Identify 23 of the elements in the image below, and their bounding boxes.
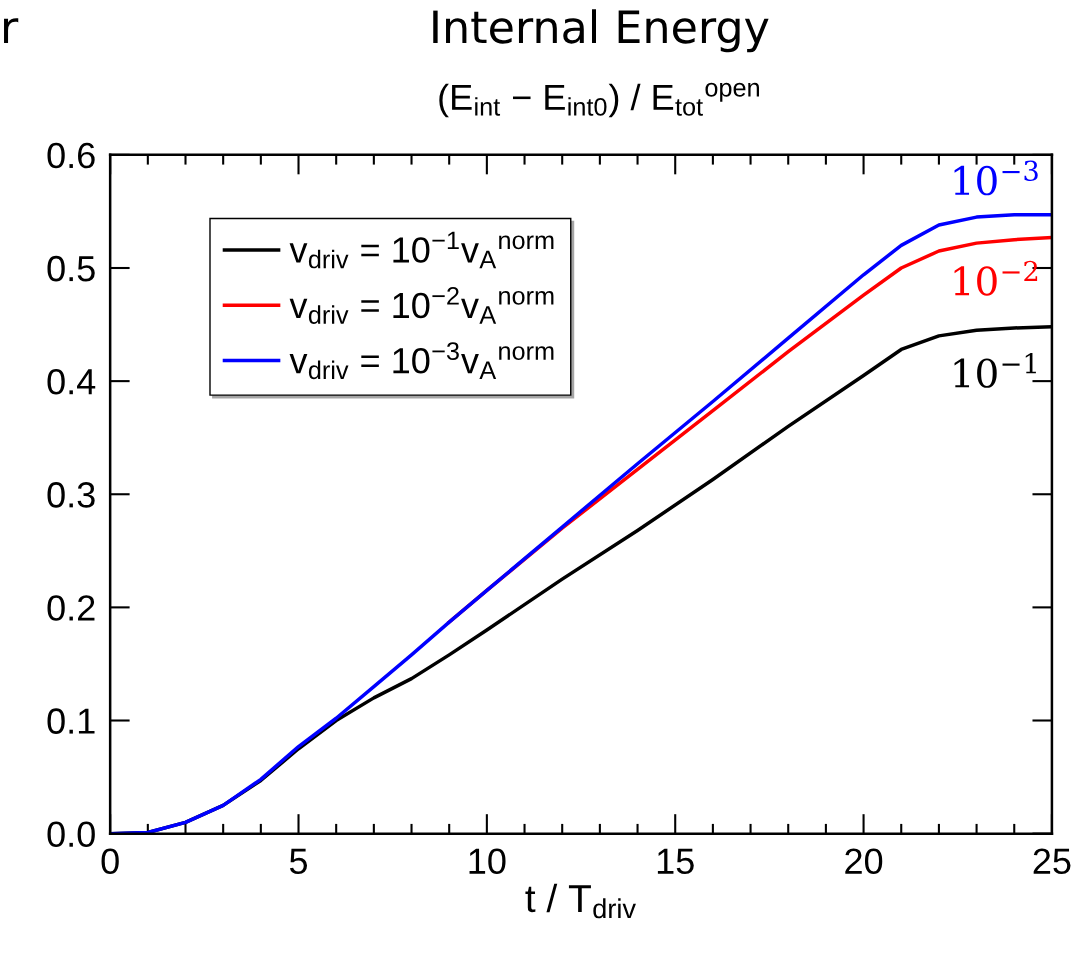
x-tick-label: 0 [101, 848, 119, 875]
x-tick-label: 5 [289, 848, 308, 875]
y-tick-label: 0.5 [47, 255, 95, 282]
x-tick-label: 25 [1033, 848, 1071, 875]
chart-title: Internal Energy [433, 9, 769, 53]
y-tick-label: 0.3 [47, 482, 95, 508]
x-axis-title: t / T$_{driv}$ [525, 883, 636, 919]
x-tick-label: 20 [845, 848, 883, 875]
text: r [4, 18, 19, 44]
y-tick-label: 0.6 [47, 142, 95, 169]
y-tick-label: 0.2 [47, 595, 95, 621]
legend-label: v$_{driv}$ = 10$^{−3}$v$_{A}$$^{norm}$ [289, 342, 554, 380]
annotation: 10$^{−3}$ [954, 160, 1038, 196]
y-tick-label: 0.0 [47, 821, 95, 848]
x-tick-label: 15 [657, 848, 694, 875]
legend-label: v$_{driv}$ = 10$^{−2}$v$_{A}$$^{norm}$ [289, 286, 554, 324]
x-tick-label: 10 [469, 848, 506, 875]
y-tick-label: 0.1 [47, 708, 95, 734]
chart-subtitle: (E$_{int}$ − E$_{int0}$) / E$_{tot}$$^{open}$ [439, 82, 759, 118]
annotation: 10$^{−2}$ [954, 260, 1038, 296]
y-tick-label: 0.4 [47, 368, 96, 395]
annotation: 10$^{−1}$ [954, 352, 1036, 388]
legend-label: v$_{driv}$ = 10$^{−1}$v$_{A}$$^{norm}$ [289, 231, 554, 269]
